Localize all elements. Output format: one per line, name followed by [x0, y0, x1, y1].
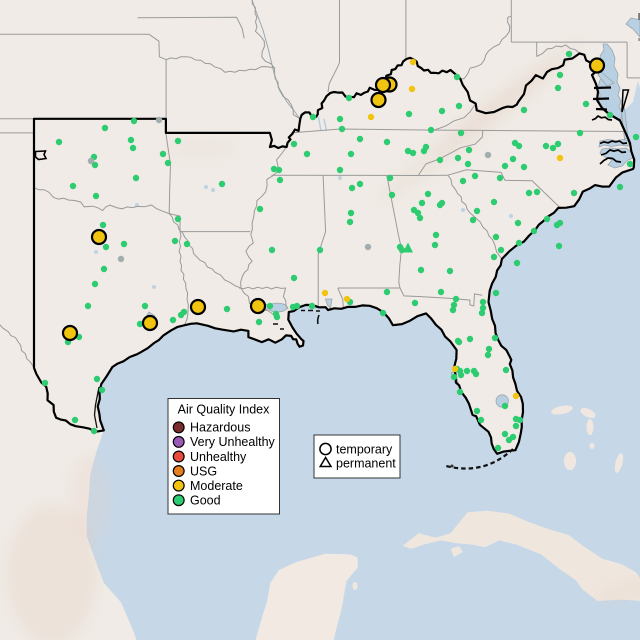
svg-text:Air Quality Index: Air Quality Index — [178, 403, 270, 417]
svg-text:temporary: temporary — [336, 442, 393, 456]
svg-text:Moderate: Moderate — [190, 479, 243, 493]
svg-text:Good: Good — [190, 494, 221, 508]
svg-text:permanent: permanent — [336, 456, 396, 470]
svg-text:USG: USG — [190, 464, 217, 478]
svg-text:Unhealthy: Unhealthy — [190, 450, 247, 464]
svg-text:Very Unhealthy: Very Unhealthy — [190, 435, 276, 449]
svg-text:Hazardous: Hazardous — [190, 421, 250, 435]
